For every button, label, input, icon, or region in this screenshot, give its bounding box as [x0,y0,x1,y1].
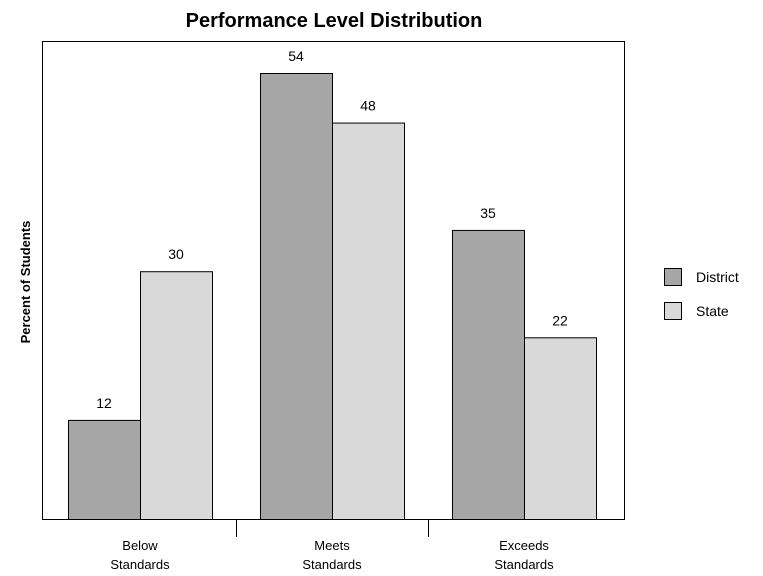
data-label-district-1: 54 [288,48,304,64]
data-label-state-1: 48 [360,98,376,114]
legend: District State [664,268,739,320]
legend-label-state: State [696,303,729,319]
bar-state-1 [332,122,405,521]
data-label-district-2: 35 [480,205,496,221]
x-tick-label-1: Meets Standards [302,538,362,572]
legend-swatch-district [664,268,682,286]
chart-title: Performance Level Distribution [186,10,483,32]
data-label-state-2: 22 [552,312,568,328]
x-tick-label-2: Exceeds Standards [494,538,554,572]
data-label-district-0: 12 [96,395,112,411]
y-axis-label: Percent of Students [18,221,33,344]
bar-state-0 [140,271,213,520]
bar-district-1 [260,73,333,520]
x-tick-label-0: Below Standards [110,538,170,572]
legend-label-district: District [696,269,739,285]
bar-district-0 [68,419,141,520]
data-labels-layer: 12 30 54 48 35 22 [96,48,568,411]
bar-district-2 [452,229,525,520]
legend-swatch-state [664,302,682,320]
bars-layer [68,73,597,521]
data-label-state-0: 30 [168,246,184,262]
x-axis: Below Standards Meets Standards Exceeds Stand… [110,519,554,572]
bar-state-2 [524,337,597,520]
